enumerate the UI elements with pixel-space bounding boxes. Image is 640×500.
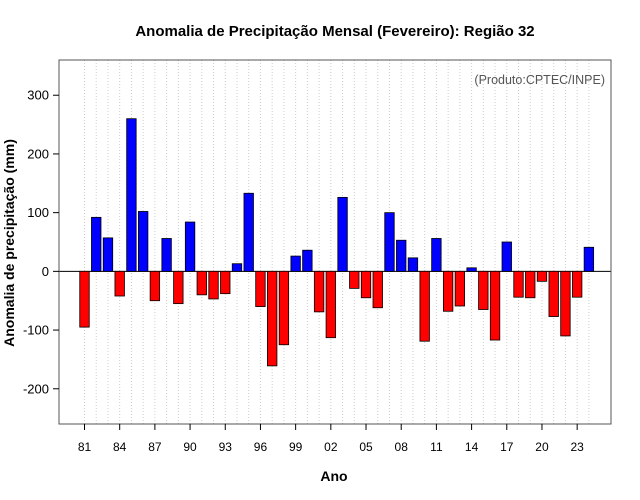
x-tick-label: 93 [219, 440, 233, 454]
bar-83 [102, 237, 114, 272]
bar-12 [442, 270, 454, 312]
bar-05 [360, 270, 372, 299]
bar-10 [419, 270, 430, 342]
x-tick-label: 05 [359, 440, 373, 454]
y-axis: -200 -100 0 100 200 300 [23, 88, 59, 396]
bar-15 [478, 270, 489, 310]
bar-13 [454, 270, 466, 307]
bar-02 [325, 270, 336, 339]
bar-22 [560, 270, 571, 337]
bar-09 [407, 257, 419, 272]
y-tick-label: 200 [27, 146, 49, 161]
bar-98 [278, 270, 290, 346]
y-axis-label: Anomalia de precipitação (mm) [1, 139, 17, 347]
x-tick-label: 87 [148, 440, 162, 454]
bar-86 [137, 211, 149, 272]
x-tick-label: 17 [500, 440, 514, 454]
bar-07 [384, 212, 395, 272]
x-tick-label: 11 [430, 440, 443, 454]
y-tick-label: 300 [27, 88, 49, 103]
bar-88 [161, 238, 172, 272]
bar-17 [501, 241, 512, 272]
x-tick-label: 14 [465, 440, 479, 454]
bar-85 [126, 118, 137, 272]
y-tick-label: -100 [23, 323, 49, 338]
bar-01 [313, 270, 325, 313]
bar-04 [349, 270, 360, 289]
bar-21 [548, 270, 559, 317]
bar-00 [302, 249, 313, 272]
bar-24 [583, 246, 595, 272]
y-tick-label: -200 [23, 381, 49, 396]
x-tick-label: 20 [535, 440, 549, 454]
x-tick-label: 96 [254, 440, 268, 454]
bar-84 [114, 270, 125, 297]
x-tick-label: 23 [570, 440, 584, 454]
bar-93 [220, 270, 231, 295]
x-tick-label: 99 [289, 440, 303, 454]
x-tick-label: 08 [395, 440, 409, 454]
bar-03 [337, 196, 348, 272]
bar-99 [290, 255, 301, 272]
bar-81 [79, 270, 90, 328]
bar-97 [267, 270, 278, 367]
x-tick-label: 02 [324, 440, 338, 454]
y-tick-label: 100 [27, 205, 49, 220]
bar-18 [513, 270, 524, 298]
bar-95 [243, 192, 254, 272]
bar-16 [489, 270, 501, 341]
bar-89 [173, 270, 184, 305]
bar-92 [208, 270, 219, 300]
bar-96 [255, 270, 266, 307]
bar-20 [536, 270, 548, 282]
x-axis-label: Ano [320, 468, 347, 484]
bar-06 [372, 270, 383, 309]
x-tick-label: 84 [113, 440, 127, 454]
plot-frame [58, 59, 612, 425]
bar-94 [231, 263, 243, 272]
bar-14 [466, 267, 477, 272]
bar-23 [572, 270, 583, 298]
bar-90 [184, 221, 196, 272]
bar-08 [396, 239, 407, 272]
chart-title: Anomalia de Precipitação Mensal (Feverei… [135, 23, 534, 40]
x-axis: 81 84 87 90 93 96 99 02 05 08 11 14 17 20 23 [78, 424, 584, 454]
bars [79, 118, 595, 367]
x-tick-label: 90 [183, 440, 197, 454]
bar-87 [149, 270, 161, 302]
bar-11 [431, 238, 442, 272]
bar-91 [196, 270, 207, 296]
bar-82 [91, 216, 102, 272]
grid-lines [84, 60, 590, 424]
x-tick-label: 81 [78, 440, 92, 454]
y-tick-label: 0 [42, 264, 49, 279]
bar-19 [525, 270, 536, 299]
source-annotation: (Produto:CPTEC/INPE) [474, 73, 605, 87]
